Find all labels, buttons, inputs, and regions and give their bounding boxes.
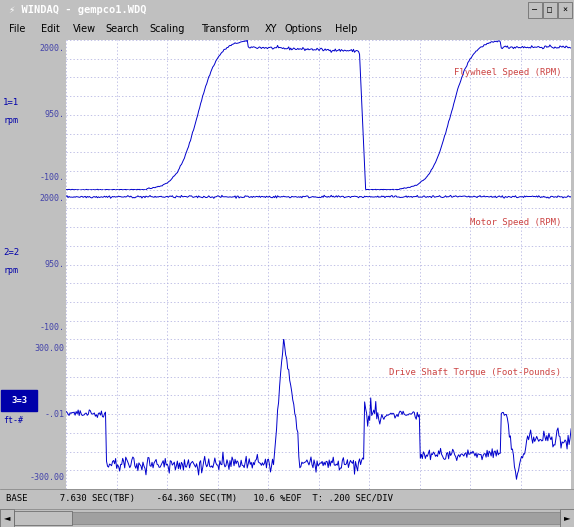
Text: Motor Speed (RPM): Motor Speed (RPM)	[470, 218, 561, 227]
Text: Drive Shaft Torque (Foot-Pounds): Drive Shaft Torque (Foot-Pounds)	[389, 368, 561, 377]
Text: ⚡ WINDAQ - gempco1.WDQ: ⚡ WINDAQ - gempco1.WDQ	[9, 5, 146, 15]
Text: 950.: 950.	[45, 260, 65, 269]
Text: -100.: -100.	[40, 323, 65, 332]
Text: -300.00: -300.00	[30, 473, 65, 482]
Text: —: —	[533, 5, 537, 15]
Bar	[1, 390, 37, 411]
Text: Scaling: Scaling	[150, 24, 185, 34]
Text: -.01: -.01	[45, 409, 65, 418]
Text: □: □	[548, 5, 552, 15]
Text: rpm: rpm	[3, 266, 18, 275]
Text: Flywheel Speed (RPM): Flywheel Speed (RPM)	[453, 69, 561, 77]
Bar	[558, 2, 572, 18]
Text: Search: Search	[105, 24, 138, 34]
Text: 300.00: 300.00	[34, 344, 65, 353]
Text: ◄: ◄	[4, 513, 10, 522]
Bar	[543, 2, 557, 18]
Text: View: View	[73, 24, 96, 34]
Bar	[14, 511, 72, 525]
Text: 2000.: 2000.	[40, 44, 65, 53]
Bar	[11, 512, 563, 524]
Text: 950.: 950.	[45, 110, 65, 119]
Text: Edit: Edit	[41, 24, 60, 34]
Text: XY: XY	[265, 24, 277, 34]
Text: ft-#: ft-#	[3, 416, 24, 425]
Text: 1=1: 1=1	[3, 99, 20, 108]
Text: File: File	[9, 24, 25, 34]
Bar	[528, 2, 542, 18]
Text: 2000.: 2000.	[40, 194, 65, 203]
Text: ×: ×	[563, 5, 567, 15]
Text: -100.: -100.	[40, 173, 65, 182]
Bar	[0, 509, 14, 527]
Bar	[560, 509, 574, 527]
Text: BASE      7.630 SEC(TBF)    -64.360 SEC(TM)   10.6 %EOF  T: .200 SEC/DIV: BASE 7.630 SEC(TBF) -64.360 SEC(TM) 10.6…	[6, 494, 393, 503]
Text: 2=2: 2=2	[3, 248, 20, 257]
Text: rpm: rpm	[3, 116, 18, 125]
Text: Help: Help	[335, 24, 358, 34]
Text: 3=3: 3=3	[11, 396, 27, 405]
Text: ►: ►	[564, 513, 570, 522]
Text: Transform: Transform	[201, 24, 249, 34]
Text: Options: Options	[284, 24, 322, 34]
